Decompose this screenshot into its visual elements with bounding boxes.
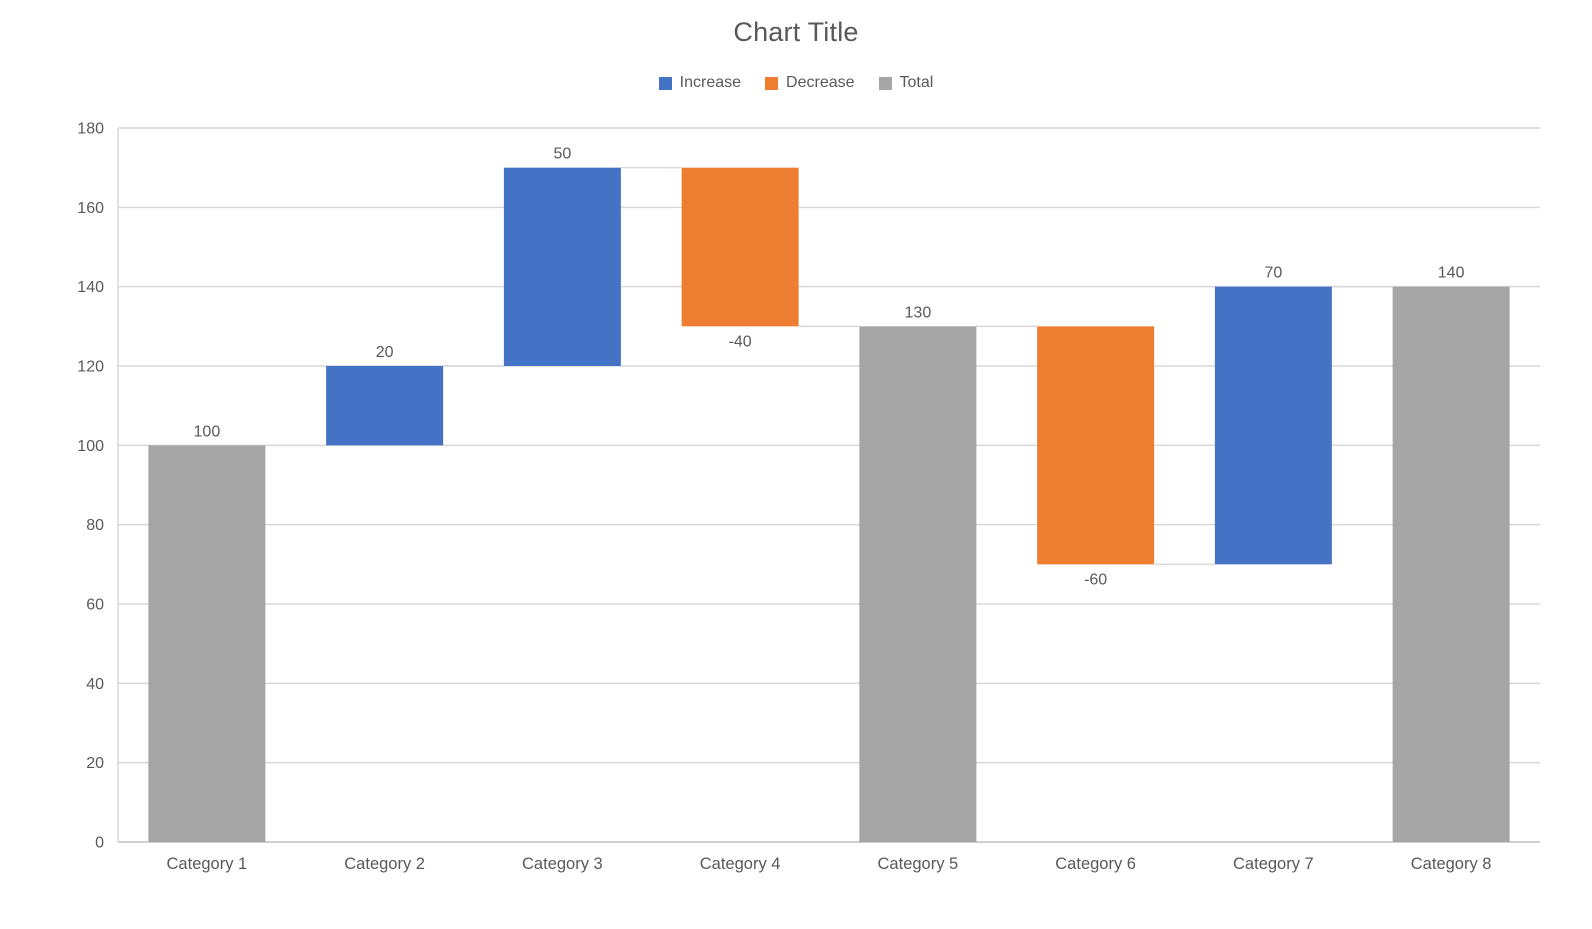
waterfall-bar-category-3[interactable] <box>503 167 621 366</box>
legend-label-decrease: Decrease <box>786 74 855 91</box>
y-tick-label: 120 <box>77 359 104 376</box>
x-axis-label-category-7: Category 7 <box>1233 855 1314 873</box>
waterfall-bar-category-2[interactable] <box>326 366 444 446</box>
waterfall-bar-category-8[interactable] <box>1392 286 1510 843</box>
x-axis-label-category-1: Category 1 <box>167 855 248 873</box>
decrease-swatch-icon <box>765 76 779 90</box>
bar-value-label: 70 <box>1264 265 1282 282</box>
y-tick-label: 160 <box>77 200 104 217</box>
x-axis-label-category-2: Category 2 <box>344 855 425 873</box>
legend-label-increase: Increase <box>679 74 742 91</box>
x-axis-label-category-5: Category 5 <box>878 855 959 873</box>
x-axis-label-category-8: Category 8 <box>1411 855 1492 873</box>
legend-item-decrease[interactable]: Decrease <box>765 74 855 92</box>
bar-value-label: 20 <box>376 344 394 361</box>
bar-value-label: 140 <box>1438 265 1465 282</box>
legend-item-total[interactable]: Total <box>878 74 934 92</box>
y-tick-label: 100 <box>77 438 104 455</box>
bar-value-label: 100 <box>194 423 221 440</box>
waterfall-bar-category-6[interactable] <box>1037 326 1155 565</box>
bar-value-label: -60 <box>1084 571 1107 588</box>
y-tick-label: 140 <box>77 279 104 296</box>
y-tick-label: 180 <box>77 121 104 138</box>
chart-title[interactable]: Chart Title <box>733 17 859 47</box>
waterfall-bar-category-1[interactable] <box>148 445 266 842</box>
total-swatch-icon <box>878 76 892 90</box>
x-axis-label-category-3: Category 3 <box>522 855 603 873</box>
waterfall-bar-category-5[interactable] <box>859 326 977 842</box>
waterfall-bar-category-7[interactable] <box>1214 286 1332 565</box>
y-tick-label: 60 <box>86 597 104 614</box>
x-axis-label-category-6: Category 6 <box>1055 855 1136 873</box>
legend-label-total: Total <box>899 74 934 91</box>
waterfall-bar-category-4[interactable] <box>681 167 799 327</box>
y-tick-label: 0 <box>95 835 104 852</box>
bar-value-label: -40 <box>729 333 752 350</box>
y-tick-label: 20 <box>86 755 104 772</box>
y-tick-label: 80 <box>86 517 104 534</box>
increase-swatch-icon <box>658 76 672 90</box>
bar-value-label: 130 <box>905 304 932 321</box>
y-tick-label: 40 <box>86 676 104 693</box>
x-axis-label-category-4: Category 4 <box>700 855 781 873</box>
chart-legend: Increase Decrease Total <box>0 74 1592 92</box>
bar-value-label: 50 <box>553 146 571 163</box>
legend-item-increase[interactable]: Increase <box>658 74 742 92</box>
